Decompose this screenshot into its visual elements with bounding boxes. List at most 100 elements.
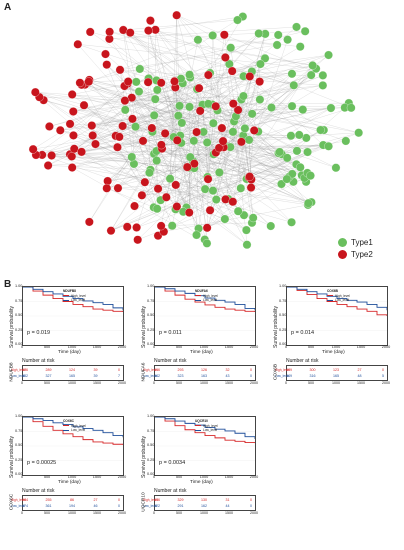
type1-node — [287, 101, 297, 111]
type2-node — [170, 77, 179, 86]
type1-node — [283, 35, 292, 45]
risk-x-tick-label: 2000 — [118, 381, 126, 385]
risk-group-high: High_level — [143, 498, 158, 502]
type2-swatch — [338, 250, 347, 259]
network-edge — [72, 75, 323, 168]
y-tick-label: 0.75 — [15, 298, 23, 303]
network-edge — [233, 103, 248, 245]
x-tick-label: 0 — [20, 475, 24, 479]
network-edge — [161, 148, 308, 174]
type1-node — [211, 195, 221, 204]
risk-cell: 48 — [357, 374, 362, 378]
type2-node — [125, 28, 135, 38]
risk-x-tick-label: 500 — [176, 511, 182, 515]
type1-node — [215, 168, 224, 177]
type1-node — [287, 69, 297, 79]
type1-node — [266, 221, 276, 231]
panel-label-b: B — [4, 279, 12, 290]
y-tick-label: 0.75 — [147, 298, 155, 303]
x-tick-label: 1000 — [67, 345, 77, 349]
type1-node — [233, 206, 243, 216]
type2-node — [146, 16, 155, 25]
number-at-risk-label: Number at risk — [154, 488, 187, 494]
type2-node — [156, 221, 166, 231]
type2-node — [156, 78, 166, 88]
risk-cell: 449 — [286, 374, 292, 378]
type1-node — [228, 127, 238, 137]
risk-x-tick-label: 1500 — [225, 381, 233, 385]
strata-label: NDUFB8 — [9, 362, 15, 382]
x-tick-label: 500 — [175, 345, 183, 349]
km-legend-title: NDUFA6 — [195, 289, 208, 293]
low-level-curve — [155, 417, 255, 440]
network-edge — [207, 35, 213, 228]
network-edge — [35, 92, 235, 122]
risk-x-tick-label: 1500 — [93, 381, 101, 385]
type1-node — [185, 152, 195, 162]
type2-node — [153, 184, 163, 194]
type1-node — [287, 169, 297, 179]
network-edge — [90, 31, 294, 86]
network-edge — [200, 107, 331, 112]
network-edge — [161, 82, 208, 244]
risk-x-tick-label: 2000 — [250, 511, 258, 515]
km-legend: NDUFB8 High_level Low_level — [63, 289, 86, 303]
network-edge — [148, 30, 199, 229]
type1-swatch — [338, 238, 347, 247]
strata-label: UQCR10 — [141, 492, 147, 512]
risk-cell: 0 — [382, 368, 384, 372]
type1-node — [306, 171, 315, 180]
type2-node — [147, 123, 157, 133]
type2-node — [132, 223, 141, 232]
ppi-network — [28, 10, 364, 250]
type2-node — [205, 205, 215, 215]
y-tick-label: 0.75 — [15, 428, 23, 433]
type2-node — [69, 144, 79, 154]
risk-cell: 126 — [201, 368, 207, 372]
network-edge — [217, 57, 226, 111]
type1-node — [303, 147, 312, 157]
network-edge — [215, 152, 309, 204]
network-edge — [123, 29, 137, 82]
risk-cell: 123 — [333, 368, 339, 372]
type2-node — [85, 217, 94, 227]
type1-node — [145, 168, 154, 178]
high-level-curve — [155, 287, 255, 312]
type2-node — [69, 131, 78, 140]
network-edge — [88, 81, 140, 92]
type2-node — [195, 106, 205, 116]
risk-cell: 442 — [154, 374, 160, 378]
x-tick-label: 0 — [152, 345, 156, 349]
type2-node — [28, 144, 38, 154]
network-edge — [175, 128, 223, 210]
risk-cell: 130 — [201, 498, 207, 502]
x-tick-label: 2000 — [117, 475, 127, 479]
y-tick-label: 1.00 — [279, 284, 287, 288]
km-panel-2: Survival probability COX6B High_level Low_l… — [272, 284, 396, 388]
type2-node — [77, 147, 86, 157]
number-at-risk-label: Number at risk — [286, 358, 319, 364]
x-tick-label: 500 — [307, 345, 315, 349]
type1-node — [185, 102, 194, 112]
network-edge — [251, 151, 308, 180]
p-value: p = 0.0034 — [159, 460, 186, 466]
risk-cell: 409 — [286, 368, 292, 372]
type1-node — [127, 152, 137, 162]
network-edge — [110, 146, 329, 231]
type1-node — [165, 174, 175, 184]
type2-node — [172, 136, 182, 145]
risk-x-tick-label: 1000 — [332, 381, 340, 385]
network-edge — [51, 155, 292, 223]
network-edge — [107, 146, 329, 182]
network-edge — [196, 131, 297, 165]
km-panel-1: Survival probability NDUFA6 High_level Low_… — [140, 284, 264, 388]
type1-node — [273, 30, 283, 40]
km-legend-high: High_level — [63, 294, 86, 299]
type1-node — [303, 198, 313, 208]
type1-node — [287, 217, 296, 227]
type2-node — [122, 222, 132, 232]
km-plot: UQCR10 High_level Low_level p = 0.0034 — [154, 416, 256, 476]
y-tick-label: 0.25 — [15, 457, 23, 462]
x-tick-label: 500 — [43, 475, 51, 479]
type2-node — [227, 66, 237, 76]
